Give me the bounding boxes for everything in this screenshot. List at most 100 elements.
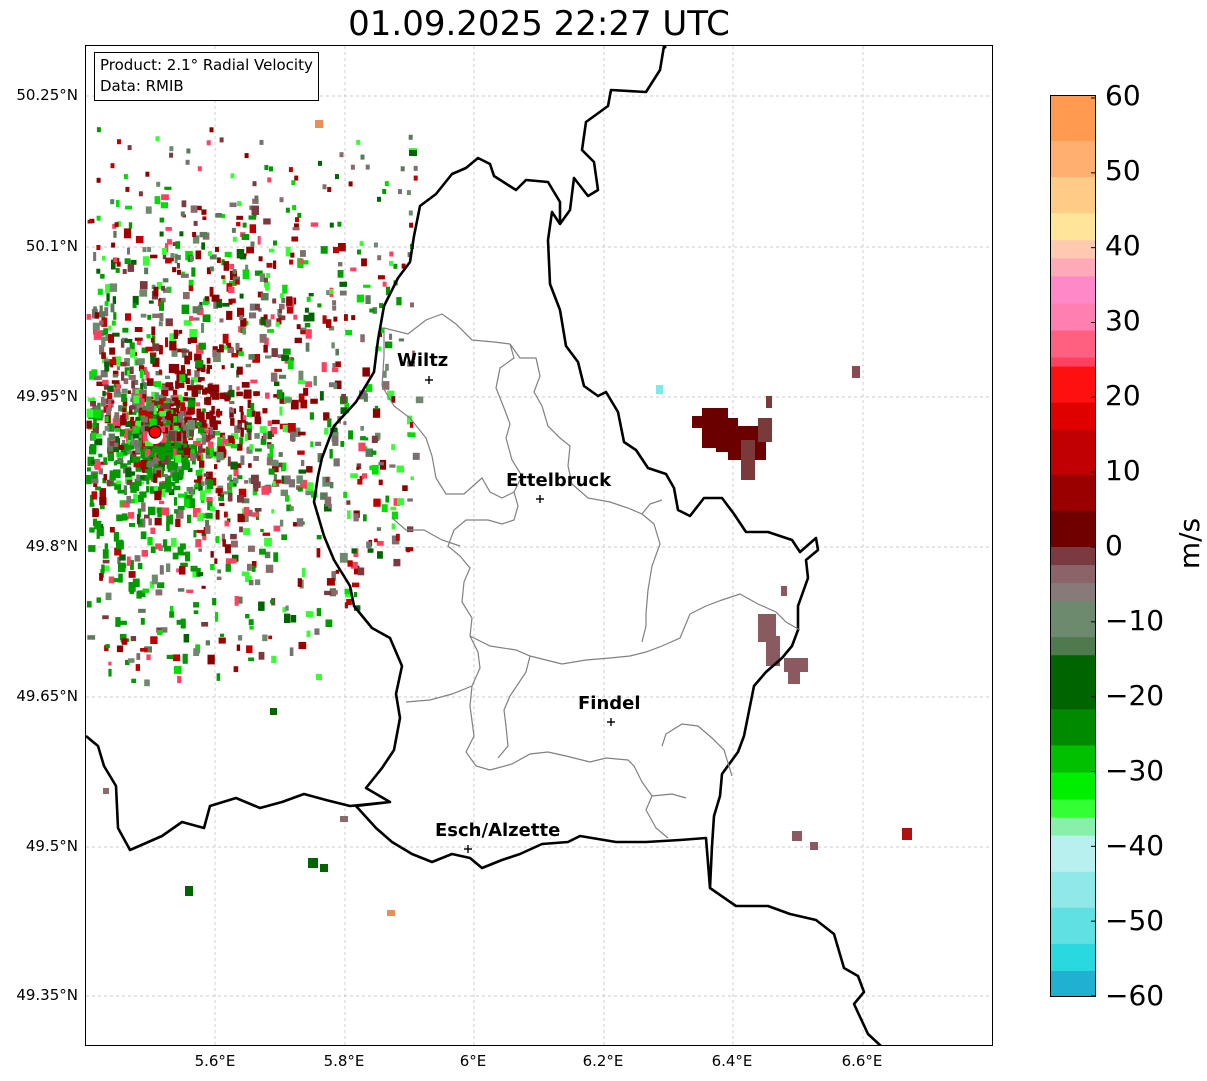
radar-echo-pixel: [238, 423, 242, 430]
radar-echo-pixel: [190, 336, 198, 343]
radar-echo-pixel: [99, 573, 103, 581]
colorbar-tick-label: 50: [1105, 154, 1141, 187]
radar-echo-pixel: [183, 292, 190, 300]
radar-echo-pixel: [369, 308, 375, 313]
radar-echo-pixel: [207, 251, 212, 257]
radar-echo-pixel: [178, 382, 185, 388]
radar-echo-cell-southeast: [758, 586, 912, 850]
radar-echo-pixel: [264, 282, 268, 288]
radar-echo-pixel: [230, 461, 238, 470]
radar-echo-pixel: [224, 544, 231, 554]
radar-echo-pixel: [124, 338, 133, 343]
radar-echo-pixel: [100, 398, 107, 407]
lat-tick-label: 49.8°N: [25, 537, 78, 555]
radar-echo-pixel: [148, 453, 155, 458]
radar-echo-pixel: [154, 196, 161, 205]
radar-echo-pixel: [290, 431, 296, 442]
radar-echo-pixel: [169, 611, 175, 618]
radar-echo-pixel: [196, 572, 204, 577]
radar-echo-pixel: [113, 461, 118, 466]
radar-echo-pixel: [289, 506, 294, 511]
radar-echo-pixel: [391, 535, 400, 545]
radar-echo-pixel: [292, 205, 297, 211]
radar-echo-pixel: [122, 269, 127, 274]
radar-echo-pixel: [102, 615, 109, 620]
radar-echo-pixel: [356, 466, 360, 470]
radar-echo-pixel: [184, 498, 190, 508]
radar-echo-pixel: [109, 283, 118, 292]
radar-echo-pixel: [257, 291, 263, 298]
radar-echo-pixel: [114, 547, 122, 556]
radar-echo-pixel: [110, 199, 115, 205]
radar-echo-pixel: [180, 365, 185, 376]
radar-echo-pixel: [331, 342, 335, 349]
radar-echo-pixel: [174, 442, 181, 448]
radar-echo-pixel: [254, 508, 262, 512]
radar-echo-pixel: [121, 394, 127, 402]
radar-echo-pixel: [323, 412, 330, 421]
radar-echo-pixel: [111, 400, 115, 404]
radar-echo-pixel: [353, 592, 358, 598]
radar-echo-pixel: [156, 470, 161, 478]
radar-echo-pixel: [406, 415, 413, 425]
radar-echo-pixel: [246, 246, 254, 254]
radar-echo-pixel: [328, 504, 332, 509]
radar-echo-pixel: [290, 252, 295, 258]
radar-echo-pixel: [134, 337, 143, 341]
radar-echo-pixel: [109, 475, 116, 481]
radar-echo-pixel: [100, 370, 108, 378]
radar-echo-pixel: [205, 434, 211, 443]
radar-echo-pixel: [335, 348, 339, 356]
radar-echo-pixel: [265, 319, 270, 328]
radar-echo-pixel: [127, 370, 131, 377]
radar-echo-pixel: [303, 387, 309, 396]
radar-echo-pixel: [146, 402, 155, 412]
radar-echo-pixel: [86, 420, 92, 429]
radar-echo-pixel: [134, 478, 142, 487]
radar-echo-pixel: [268, 635, 273, 640]
radar-echo-pixel: [210, 420, 218, 430]
radar-echo-pixel: [104, 645, 109, 652]
radar-echo-pixel: [193, 610, 199, 614]
radar-echo-pixel: [118, 562, 126, 573]
radar-echo-pixel: [159, 345, 163, 355]
radar-echo-pixel: [181, 200, 187, 208]
radar-echo-pixel: [125, 421, 131, 427]
radar-echo-pixel: [153, 486, 159, 491]
radar-echo-pixel: [305, 611, 313, 618]
radar-echo-pixel: [130, 349, 136, 358]
radar-echo-pixel: [121, 371, 125, 381]
radar-echo-pixel: [226, 310, 233, 320]
radar-echo-pixel: [248, 619, 254, 626]
radar-echo-pixel: [137, 494, 144, 503]
radar-echo-pixel: [104, 425, 110, 431]
lon-tick-label: 5.6°E: [194, 1052, 236, 1070]
radar-echo-pixel: [236, 221, 241, 227]
radar-map[interactable]: [85, 45, 993, 1046]
radar-echo-pixel: [272, 419, 280, 425]
radar-echo-pixel: [140, 383, 144, 392]
lon-tick-label: 6.6°E: [841, 1052, 883, 1070]
radar-echo-pixel: [233, 467, 239, 477]
radar-echo-pixel: [286, 304, 294, 314]
radar-echo-pixel: [167, 417, 175, 427]
radar-echo-pixel: [96, 597, 101, 603]
radar-echo-pixel: [236, 347, 243, 355]
radar-echo-pixel: [137, 519, 143, 527]
radar-echo-pixel: [134, 441, 138, 449]
radar-echo-pixel: [100, 273, 105, 279]
radar-echo-pixel: [153, 464, 160, 470]
radar-echo-pixel: [326, 319, 332, 328]
radar-echo-pixel: [90, 460, 95, 465]
radar-echo-pixel: [121, 638, 128, 645]
radar-echo-pixel: [165, 382, 174, 388]
radar-echo-pixel: [186, 372, 191, 376]
radar-echo-pixel: [193, 385, 198, 395]
radar-echo-pixel: [211, 477, 217, 486]
radar-echo-pixel: [242, 327, 247, 335]
radar-echo-pixel: [161, 390, 169, 397]
radar-echo-pixel: [92, 473, 98, 480]
radar-echo-pixel: [328, 326, 335, 331]
radar-echo-pixel: [267, 177, 272, 183]
radar-echo-pixel: [207, 501, 213, 511]
